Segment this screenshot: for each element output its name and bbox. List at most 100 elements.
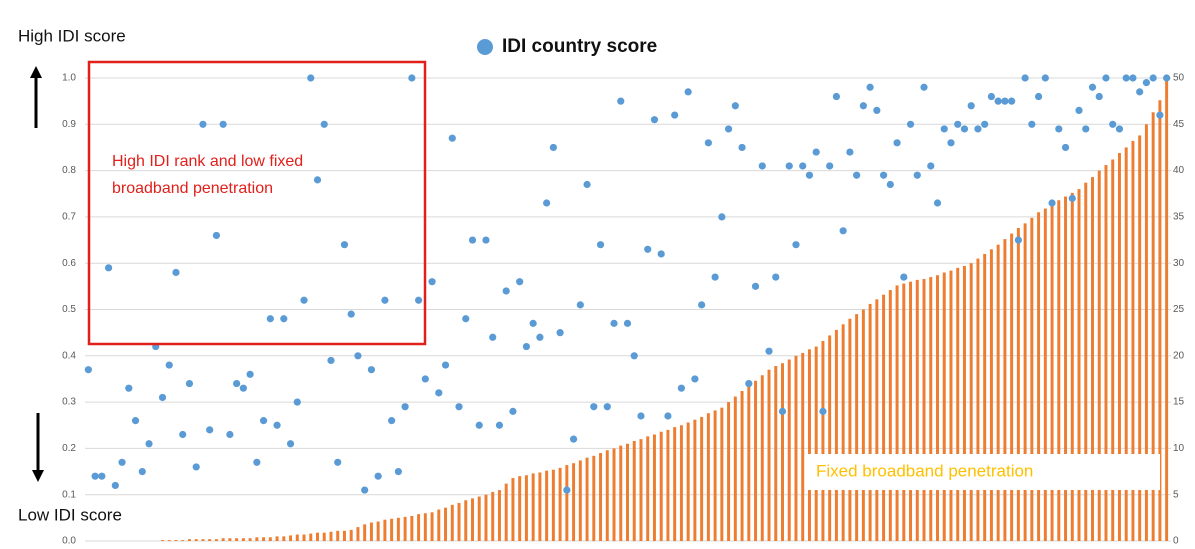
bar — [316, 532, 319, 541]
point — [960, 125, 969, 133]
bar — [720, 407, 724, 541]
point — [623, 319, 632, 327]
bar — [1144, 124, 1148, 542]
point — [435, 389, 443, 397]
point — [226, 430, 234, 439]
bar — [295, 534, 299, 541]
bar — [1131, 140, 1135, 541]
point — [522, 342, 531, 351]
bar — [1016, 228, 1020, 541]
point — [677, 384, 686, 392]
bar — [962, 265, 966, 541]
point — [212, 231, 221, 240]
y2-tick-label: 0 — [1173, 536, 1179, 547]
point — [286, 440, 295, 448]
y2-tick-label: 40 — [1173, 165, 1185, 176]
point — [529, 319, 537, 327]
bar — [329, 531, 333, 541]
y-tick-label: 0.5 — [62, 304, 76, 315]
bar — [208, 539, 212, 541]
point — [583, 180, 591, 189]
bar — [733, 396, 737, 541]
point — [192, 463, 200, 471]
y2-tick-label: 5 — [1173, 489, 1179, 500]
point — [751, 282, 760, 290]
bar — [727, 402, 731, 541]
point — [954, 120, 962, 128]
point — [111, 481, 119, 490]
bar — [639, 439, 643, 541]
bar — [187, 539, 191, 541]
point — [388, 417, 396, 425]
high-score-label: High IDI score — [18, 26, 126, 45]
point — [1136, 88, 1144, 96]
point — [927, 162, 935, 170]
point — [873, 106, 881, 115]
y-tick-label: 0.2 — [62, 443, 76, 454]
bar — [909, 281, 913, 541]
bar — [565, 465, 569, 541]
y-tick-label: 0.8 — [62, 165, 76, 176]
bar — [1104, 165, 1108, 541]
bar — [1158, 100, 1162, 541]
bar — [1010, 233, 1014, 541]
point — [987, 92, 996, 101]
point — [1008, 97, 1016, 105]
point — [239, 384, 247, 392]
point — [778, 407, 787, 415]
bar — [936, 275, 939, 541]
point — [1055, 125, 1063, 133]
bar — [1064, 196, 1068, 541]
point — [799, 162, 807, 170]
highlight-text: High IDI rank and low fixed broadband pe… — [112, 153, 304, 197]
y-tick-label: 0.1 — [62, 489, 76, 500]
bar — [781, 363, 784, 541]
bar — [740, 390, 744, 541]
point — [617, 97, 625, 105]
point — [475, 421, 483, 429]
highlight-box — [87, 60, 427, 346]
y-tick-label: 1.0 — [62, 73, 76, 84]
point — [327, 356, 335, 365]
bar — [383, 519, 387, 541]
point — [138, 467, 146, 476]
bar — [686, 422, 690, 541]
bar — [1070, 192, 1074, 541]
point — [603, 403, 611, 411]
bar — [497, 490, 501, 541]
bar — [558, 467, 562, 541]
legend-marker — [477, 39, 493, 55]
y-tick-label: 0.9 — [62, 119, 76, 130]
y2-tick-label: 35 — [1173, 212, 1185, 223]
y2-tick-label: 15 — [1173, 397, 1185, 408]
point — [1122, 74, 1130, 82]
point — [610, 319, 618, 327]
y-tick-label: 0.0 — [62, 536, 76, 547]
point — [819, 407, 827, 415]
bar — [632, 440, 636, 541]
y-tick-label: 0.7 — [62, 212, 76, 223]
bar — [787, 359, 791, 541]
bar — [181, 540, 185, 541]
point — [772, 273, 780, 281]
bar — [1030, 217, 1034, 542]
y2-tick-label: 25 — [1173, 304, 1185, 315]
bar-series-label: Fixed broadband penetration — [816, 461, 1033, 480]
point — [381, 296, 389, 304]
point — [421, 375, 429, 383]
bar — [302, 534, 306, 541]
bar — [915, 279, 919, 541]
point — [630, 352, 638, 360]
point — [1109, 120, 1117, 128]
point — [900, 273, 908, 281]
point — [401, 403, 409, 411]
point — [462, 315, 470, 323]
bar — [693, 419, 697, 541]
point — [502, 287, 510, 295]
up-arrow-head — [30, 66, 42, 78]
point — [293, 398, 301, 406]
point — [879, 171, 888, 179]
bar — [289, 535, 293, 541]
